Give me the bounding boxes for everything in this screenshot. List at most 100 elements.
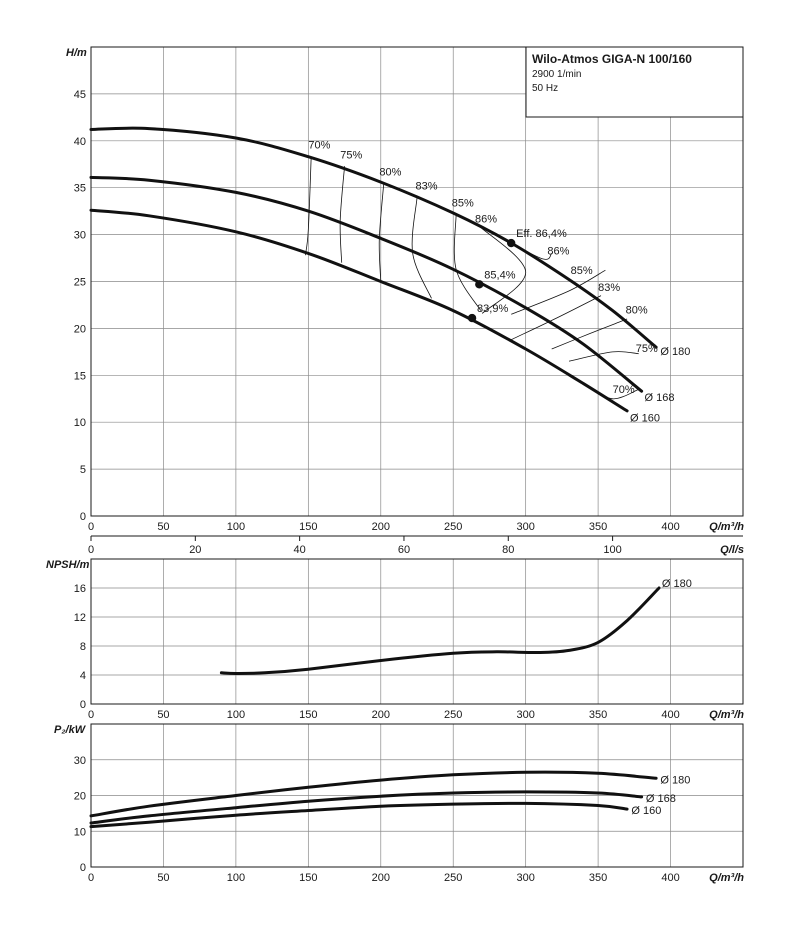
power-chart-panel: 0 50 100 150 200 250 300 350 400 0 10 20 30 P₂/kW Q/m³… xyxy=(54,723,744,884)
y-tick-label: 4 xyxy=(80,670,86,682)
efficiency-label: 75% xyxy=(340,150,362,162)
x-tick-label: 300 xyxy=(516,872,534,884)
x-tick-label: 350 xyxy=(589,709,607,721)
series-end-label: Ø 160 xyxy=(631,805,661,817)
plot-frame xyxy=(90,558,744,705)
efficiency-line xyxy=(569,351,639,362)
x-tick-label: 100 xyxy=(227,709,245,721)
y-axis-label: P₂/kW xyxy=(54,724,87,736)
efficiency-label: 75% xyxy=(636,343,658,355)
x-tick-label: 0 xyxy=(88,872,94,884)
efficiency-line xyxy=(551,318,628,350)
y-tick-label: 0 xyxy=(80,862,86,874)
x-tick-label: 50 xyxy=(157,872,169,884)
efficiency-label: 83% xyxy=(416,181,438,193)
y-tick-label: 10 xyxy=(74,417,86,429)
bep-point xyxy=(506,238,516,248)
x-tick-label: 0 xyxy=(88,709,94,721)
y-tick-label: 20 xyxy=(74,323,86,335)
efficiency-label: 80% xyxy=(626,304,648,316)
efficiency-label: 85% xyxy=(571,265,593,277)
y-tick-label: 40 xyxy=(74,136,86,148)
x-tick-label: 250 xyxy=(444,872,462,884)
x-tick-label: 150 xyxy=(299,709,317,721)
x-tick-label: 250 xyxy=(444,521,462,533)
efficiency-line xyxy=(511,269,606,315)
x-tick-label: 50 xyxy=(157,521,169,533)
y-tick-label: 0 xyxy=(80,511,86,523)
series-curve xyxy=(89,208,629,413)
efficiency-line xyxy=(479,225,527,314)
efficiency-line xyxy=(339,166,345,263)
x-axis-label: Q/m³/h xyxy=(709,521,744,533)
efficiency-label: 86% xyxy=(475,213,497,225)
y-tick-label: 30 xyxy=(74,230,86,242)
efficiency-label: 70% xyxy=(613,384,635,396)
head-chart-panel: 0 50 100 150 200 250 300 350 400 0 5 10 15 20 25 30 35 40… xyxy=(66,46,744,533)
speed-label: 2900 1/min xyxy=(532,69,581,80)
series-curve xyxy=(89,126,658,349)
lps-tick-label: 60 xyxy=(398,544,410,556)
series-curve xyxy=(89,175,644,393)
x-tick-label: 200 xyxy=(372,709,390,721)
y-tick-label: 5 xyxy=(80,464,86,476)
x-tick-label: 350 xyxy=(589,872,607,884)
efficiency-line xyxy=(511,295,602,341)
efficiency-label: 80% xyxy=(379,167,401,179)
lps-tick-label: 40 xyxy=(294,544,306,556)
series-end-label: Ø 168 xyxy=(644,392,674,404)
series-end-label: Ø 180 xyxy=(662,578,692,590)
y-axis-label: H/m xyxy=(66,47,87,59)
x-tick-label: 250 xyxy=(444,709,462,721)
title-box: Wilo-Atmos GIGA-N 100/160 2900 1/min 50 … xyxy=(525,46,744,118)
plot-frame xyxy=(90,723,744,868)
plot-frame xyxy=(90,46,744,517)
x-tick-label: 300 xyxy=(516,709,534,721)
efficiency-line xyxy=(453,214,482,311)
y-tick-label: 12 xyxy=(74,612,86,624)
efficiency-line xyxy=(411,197,432,299)
y-tick-label: 30 xyxy=(74,755,86,767)
series-end-label: Ø 168 xyxy=(646,793,676,805)
series-end-label: Ø 180 xyxy=(660,346,690,358)
x-tick-label: 150 xyxy=(299,872,317,884)
lps-tick-label: 20 xyxy=(189,544,201,556)
bep-point xyxy=(467,313,477,323)
y-tick-label: 0 xyxy=(80,699,86,711)
efficiency-label: 70% xyxy=(308,139,330,151)
efficiency-label: 86% xyxy=(547,245,569,257)
x-tick-label: 0 xyxy=(88,521,94,533)
x-tick-label: 200 xyxy=(372,872,390,884)
y-tick-label: 16 xyxy=(74,583,86,595)
x-tick-label: 150 xyxy=(299,521,317,533)
x-tick-label: 100 xyxy=(227,521,245,533)
x-tick-label: 50 xyxy=(157,709,169,721)
x-tick-label: 200 xyxy=(372,521,390,533)
efficiency-label: 85% xyxy=(452,197,474,209)
y-tick-label: 15 xyxy=(74,370,86,382)
series-end-label: Ø 160 xyxy=(630,413,660,425)
y-tick-label: 10 xyxy=(74,826,86,838)
x-tick-label: 100 xyxy=(227,872,245,884)
y-tick-label: 20 xyxy=(74,791,86,803)
bep-label: Eff. 86,4% xyxy=(516,228,567,240)
series-curve xyxy=(89,801,629,829)
series-curve xyxy=(219,586,661,676)
y-tick-label: 35 xyxy=(74,183,86,195)
lps-axis-label: Q/l/s xyxy=(720,544,744,556)
npsh-chart-panel: 0 50 100 150 200 250 300 350 400 0 4 8 12 16 NPSH/m Q/m… xyxy=(46,558,744,721)
y-tick-label: 45 xyxy=(74,89,86,101)
frequency-label: 50 Hz xyxy=(532,83,558,94)
series-curve xyxy=(89,770,658,818)
efficiency-line xyxy=(305,156,312,256)
series-curve xyxy=(89,790,644,825)
chart-title: Wilo-Atmos GIGA-N 100/160 xyxy=(532,52,692,66)
series-end-label: Ø 180 xyxy=(660,774,690,786)
x-axis-label: Q/m³/h xyxy=(709,709,744,721)
flow-lps-axis: 0 20 40 60 80 100 Q/l/s xyxy=(88,535,744,556)
lps-tick-label: 0 xyxy=(88,544,94,556)
y-tick-label: 25 xyxy=(74,277,86,289)
efficiency-label: 83% xyxy=(598,282,620,294)
x-tick-label: 400 xyxy=(661,521,679,533)
